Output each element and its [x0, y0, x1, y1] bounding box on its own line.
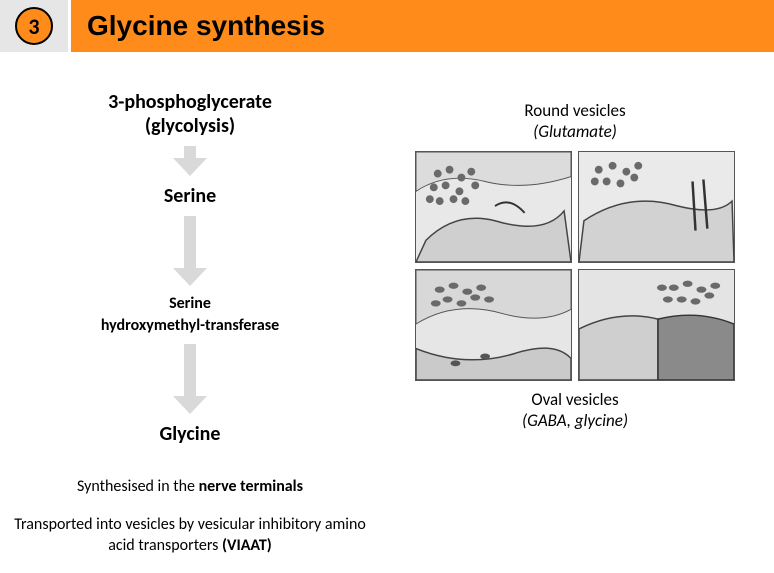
slide-header: 3 Glycine synthesis — [0, 0, 774, 52]
pathway-intermediate: Serine — [0, 184, 380, 208]
pathway-column: 3-phosphoglycerate (glycolysis) Serine S… — [0, 90, 380, 573]
micrograph-panel-4 — [578, 269, 735, 381]
note-synthesis: Synthesised in the nerve terminals — [0, 476, 380, 498]
micrograph-panel-2 — [578, 151, 735, 263]
pathway-arrow-3 — [0, 344, 380, 414]
slide-title: Glycine synthesis — [87, 10, 325, 42]
micrograph-column: Round vesicles (Glutamate) — [400, 100, 750, 431]
pathway-enzyme-line1: Serine — [0, 294, 380, 314]
pathway-start-line2: (glycolysis) — [0, 114, 380, 138]
slide-number-circle: 3 — [15, 7, 53, 45]
micrograph-panel-1 — [415, 151, 572, 263]
micrograph-panel-3 — [415, 269, 572, 381]
pathway-start-line1: 3-phosphoglycerate — [0, 90, 380, 114]
bottom-caption-sub: (GABA, glycine) — [400, 410, 750, 431]
slide-number: 3 — [28, 13, 39, 40]
pathway-enzyme-line2: hydroxymethyl-transferase — [0, 316, 380, 336]
note-synthesis-bold: nerve terminals — [199, 477, 303, 496]
slide-title-bar: Glycine synthesis — [68, 0, 774, 52]
bottom-caption-main: Oval vesicles — [531, 389, 618, 410]
slide-content: 3-phosphoglycerate (glycolysis) Serine S… — [0, 52, 774, 568]
note-synthesis-prefix: Synthesised in the — [77, 477, 199, 496]
top-caption-sub: (Glutamate) — [400, 121, 750, 142]
pathway-arrow-2 — [0, 216, 380, 286]
pathway-notes: Synthesised in the nerve terminals Trans… — [0, 476, 380, 557]
bottom-caption: Oval vesicles (GABA, glycine) — [400, 389, 750, 432]
slide-number-box: 3 — [0, 0, 68, 52]
note-transport-prefix: Transported into vesicles by vesicular i… — [14, 515, 366, 556]
micrograph-grid — [415, 151, 735, 381]
top-caption-main: Round vesicles — [524, 100, 625, 121]
note-transport: Transported into vesicles by vesicular i… — [0, 514, 380, 557]
pathway-product: Glycine — [0, 422, 380, 446]
pathway-arrow-1 — [0, 146, 380, 176]
note-transport-bold: (VIAAT) — [222, 536, 272, 555]
top-caption: Round vesicles (Glutamate) — [400, 100, 750, 143]
